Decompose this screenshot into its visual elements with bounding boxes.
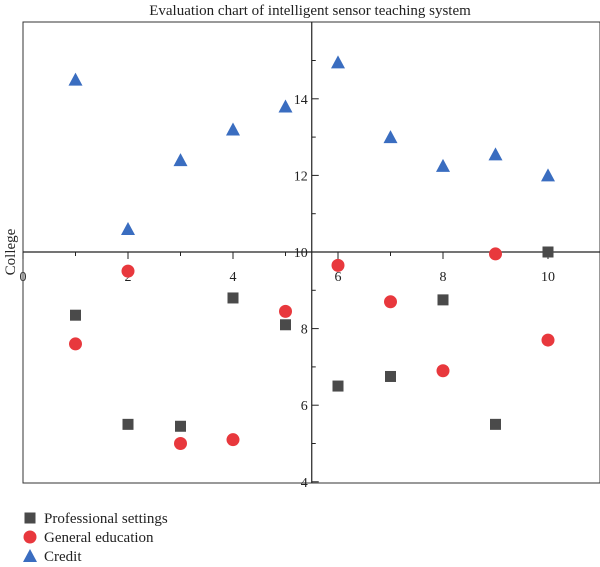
data-point-square xyxy=(70,309,81,321)
legend: Professional settings General education Cr… xyxy=(23,511,168,565)
data-point-square xyxy=(122,418,134,430)
data-point-triangle xyxy=(173,153,188,167)
y-axis-label: College xyxy=(3,228,19,275)
legend-marker-square xyxy=(24,512,36,524)
data-point-square xyxy=(437,294,449,306)
data-point-circle xyxy=(436,364,450,378)
x-tick-label: 0 xyxy=(20,270,27,285)
data-point-square xyxy=(385,370,396,382)
data-point-circle xyxy=(331,258,345,272)
data-point-circle xyxy=(121,264,135,278)
y-tick-label: 8 xyxy=(301,323,308,338)
data-point-triangle xyxy=(436,158,450,172)
data-point-square xyxy=(490,418,501,430)
data-point-triangle xyxy=(121,222,135,236)
legend-marker-triangle xyxy=(23,549,37,562)
data-point-circle xyxy=(279,304,292,318)
data-point-triangle xyxy=(331,55,345,69)
data-point-square xyxy=(542,246,554,258)
y-tick-label: 14 xyxy=(294,93,308,108)
chart-title: Evaluation chart of intelligent sensor t… xyxy=(149,3,471,19)
data-point-triangle xyxy=(488,147,503,161)
data-points xyxy=(68,55,555,450)
data-point-circle xyxy=(541,333,555,347)
legend-label: Professional settings xyxy=(44,511,168,527)
x-tick-label: 6 xyxy=(335,270,342,285)
data-point-triangle xyxy=(226,122,240,136)
y-tick-label: 12 xyxy=(294,169,308,184)
data-point-square xyxy=(332,380,344,392)
data-point-triangle xyxy=(383,130,398,144)
legend-label: Credit xyxy=(44,549,82,565)
y-tick-label: 4 xyxy=(301,476,308,491)
y-tick-label: 10 xyxy=(294,246,308,261)
y-tick-label: 6 xyxy=(301,399,308,414)
data-point-square xyxy=(175,420,186,432)
x-tick-label: 8 xyxy=(440,270,447,285)
data-point-square xyxy=(227,292,239,304)
data-point-triangle xyxy=(541,168,555,182)
x-tick-label: 4 xyxy=(230,270,237,285)
axes xyxy=(22,22,600,483)
data-point-circle xyxy=(226,433,240,447)
x-tick-label: 10 xyxy=(541,270,555,285)
data-point-triangle xyxy=(68,72,83,86)
data-point-square xyxy=(280,319,291,331)
data-point-circle xyxy=(69,337,82,351)
data-point-triangle xyxy=(278,99,293,113)
data-point-circle xyxy=(174,437,187,450)
data-point-circle xyxy=(489,247,502,261)
data-point-circle xyxy=(384,295,397,309)
tick-labels: 0246810468101214 xyxy=(20,93,556,491)
legend-marker-circle xyxy=(23,530,37,544)
legend-label: General education xyxy=(44,530,154,546)
